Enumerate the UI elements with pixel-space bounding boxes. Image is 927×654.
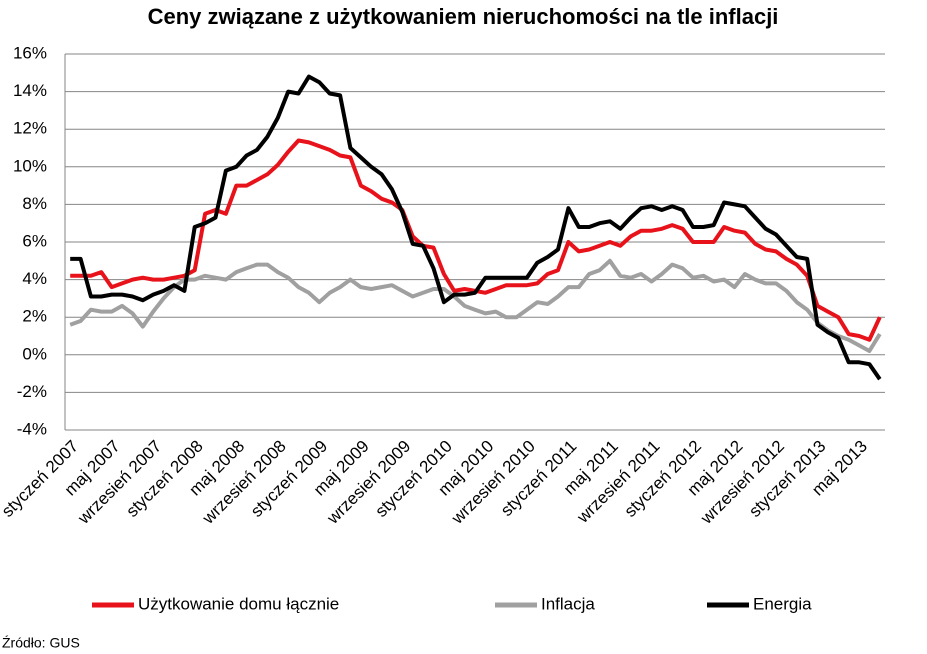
y-tick-label: 16% xyxy=(13,43,47,62)
y-tick-label: 14% xyxy=(13,81,47,100)
chart-title: Ceny związane z użytkowaniem nieruchomoś… xyxy=(148,4,779,29)
y-tick-label: 10% xyxy=(13,156,47,175)
y-tick-label: 6% xyxy=(22,231,47,250)
y-tick-label: 0% xyxy=(22,344,47,363)
source-note: Źródło: GUS xyxy=(2,635,80,651)
y-tick-label: 12% xyxy=(13,119,47,138)
legend-label: Energia xyxy=(753,594,812,613)
y-tick-label: 2% xyxy=(22,307,47,326)
y-tick-label: 8% xyxy=(22,194,47,213)
series-line xyxy=(70,74,882,381)
legend-label: Inflacja xyxy=(541,594,595,613)
y-tick-label: -4% xyxy=(17,419,47,438)
y-tick-label: 4% xyxy=(22,269,47,288)
legend-label: Użytkowanie domu łącznie xyxy=(138,594,339,613)
series-line xyxy=(69,258,882,353)
y-tick-label: -2% xyxy=(17,382,47,401)
